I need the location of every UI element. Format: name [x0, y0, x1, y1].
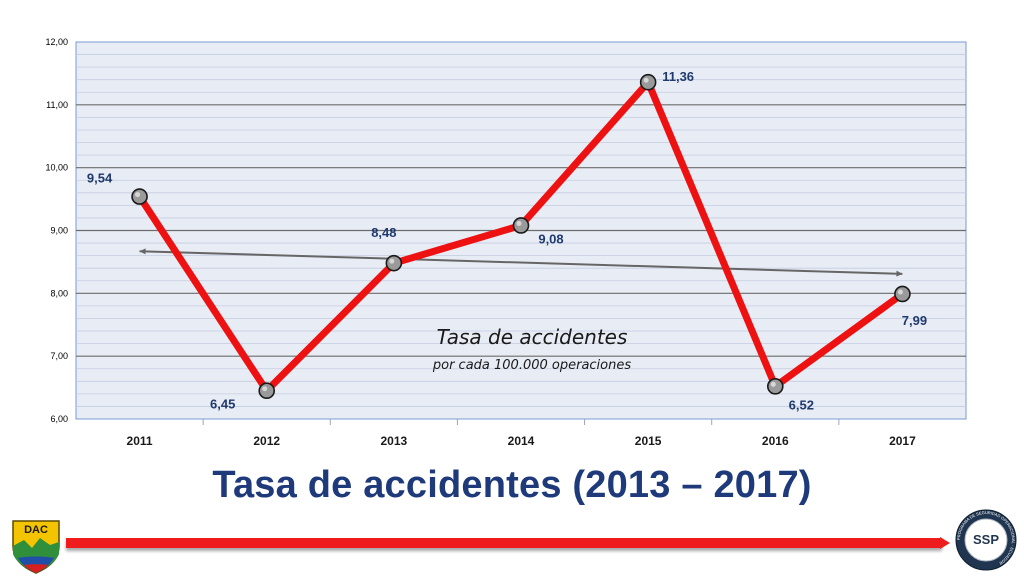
trendline	[139, 248, 903, 277]
ssp-logo-text: SSP	[973, 532, 999, 547]
x-tick-label: 2016	[762, 434, 789, 448]
footer-red-bar	[66, 538, 942, 548]
dac-logo-text: DAC	[24, 524, 48, 536]
data-label: 8,48	[371, 225, 396, 240]
data-label: 11,36	[662, 69, 694, 84]
trendline-line	[139, 250, 903, 275]
data-label: 9,08	[538, 231, 563, 246]
data-marker	[639, 73, 657, 91]
x-tick-label: 2012	[253, 434, 280, 448]
data-marker-highlight	[643, 77, 649, 83]
data-marker	[512, 217, 530, 234]
data-marker-highlight	[262, 386, 268, 392]
data-marker-highlight	[516, 220, 522, 226]
minor-gridlines	[76, 54, 966, 407]
data-marker	[766, 378, 784, 395]
y-tick-label: 12,00	[45, 37, 68, 47]
data-marker-highlight	[897, 289, 903, 295]
y-tick-label: 11,00	[46, 100, 68, 110]
data-label: 7,99	[902, 313, 927, 328]
data-marker	[258, 382, 276, 400]
data-labels: 9,54 6,45 8,48 9,08 11,36 6,52 7,99	[87, 69, 927, 412]
x-tick-label: 2014	[508, 434, 535, 448]
x-tick-label: 2013	[381, 434, 408, 448]
x-tick-label: 2017	[889, 434, 916, 448]
major-gridlines	[76, 104, 966, 357]
x-tick-label: 2011	[127, 434, 153, 448]
line-chart: 6,00 7,00 8,00 9,00 10,00 11,00 12,00 2011 2012…	[45, 37, 967, 448]
y-tick-label: 10,00	[45, 163, 68, 173]
y-tick-label: 7,00	[50, 351, 68, 361]
data-marker	[385, 254, 403, 272]
y-tick-label: 8,00	[50, 288, 68, 298]
data-marker-highlight	[389, 258, 395, 264]
y-axis-tick-labels: 6,00 7,00 8,00 9,00 10,00 11,00 12,00	[45, 37, 68, 424]
y-tick-label: 6,00	[50, 414, 68, 424]
ssp-logo: SSP PROGRAMA DE SEGURIDAD OPERACIONAL · …	[955, 509, 1017, 571]
annotation-title: Tasa de accidentes	[437, 325, 628, 349]
data-label: 6,52	[789, 397, 814, 412]
annotation-subtitle: por cada 100.000 operaciones	[432, 358, 632, 373]
footer-arrow-head	[940, 537, 950, 549]
slide-title: Tasa de accidentes (2013 – 2017)	[212, 464, 812, 506]
data-label: 9,54	[87, 171, 113, 186]
x-axis-tick-labels: 2011 2012 2013 2014 2015 2016 2017	[127, 419, 916, 448]
trendline-arrowhead	[139, 248, 146, 255]
x-tick-label: 2015	[635, 434, 662, 448]
data-marker-highlight	[770, 381, 776, 387]
data-markers	[131, 73, 911, 400]
y-tick-label: 9,00	[50, 226, 68, 236]
dac-logo: DAC	[12, 520, 60, 574]
data-marker	[894, 285, 911, 303]
trendline-arrowhead	[896, 270, 903, 277]
data-marker	[131, 188, 148, 205]
data-label: 6,45	[210, 397, 235, 412]
data-marker-highlight	[135, 192, 141, 198]
